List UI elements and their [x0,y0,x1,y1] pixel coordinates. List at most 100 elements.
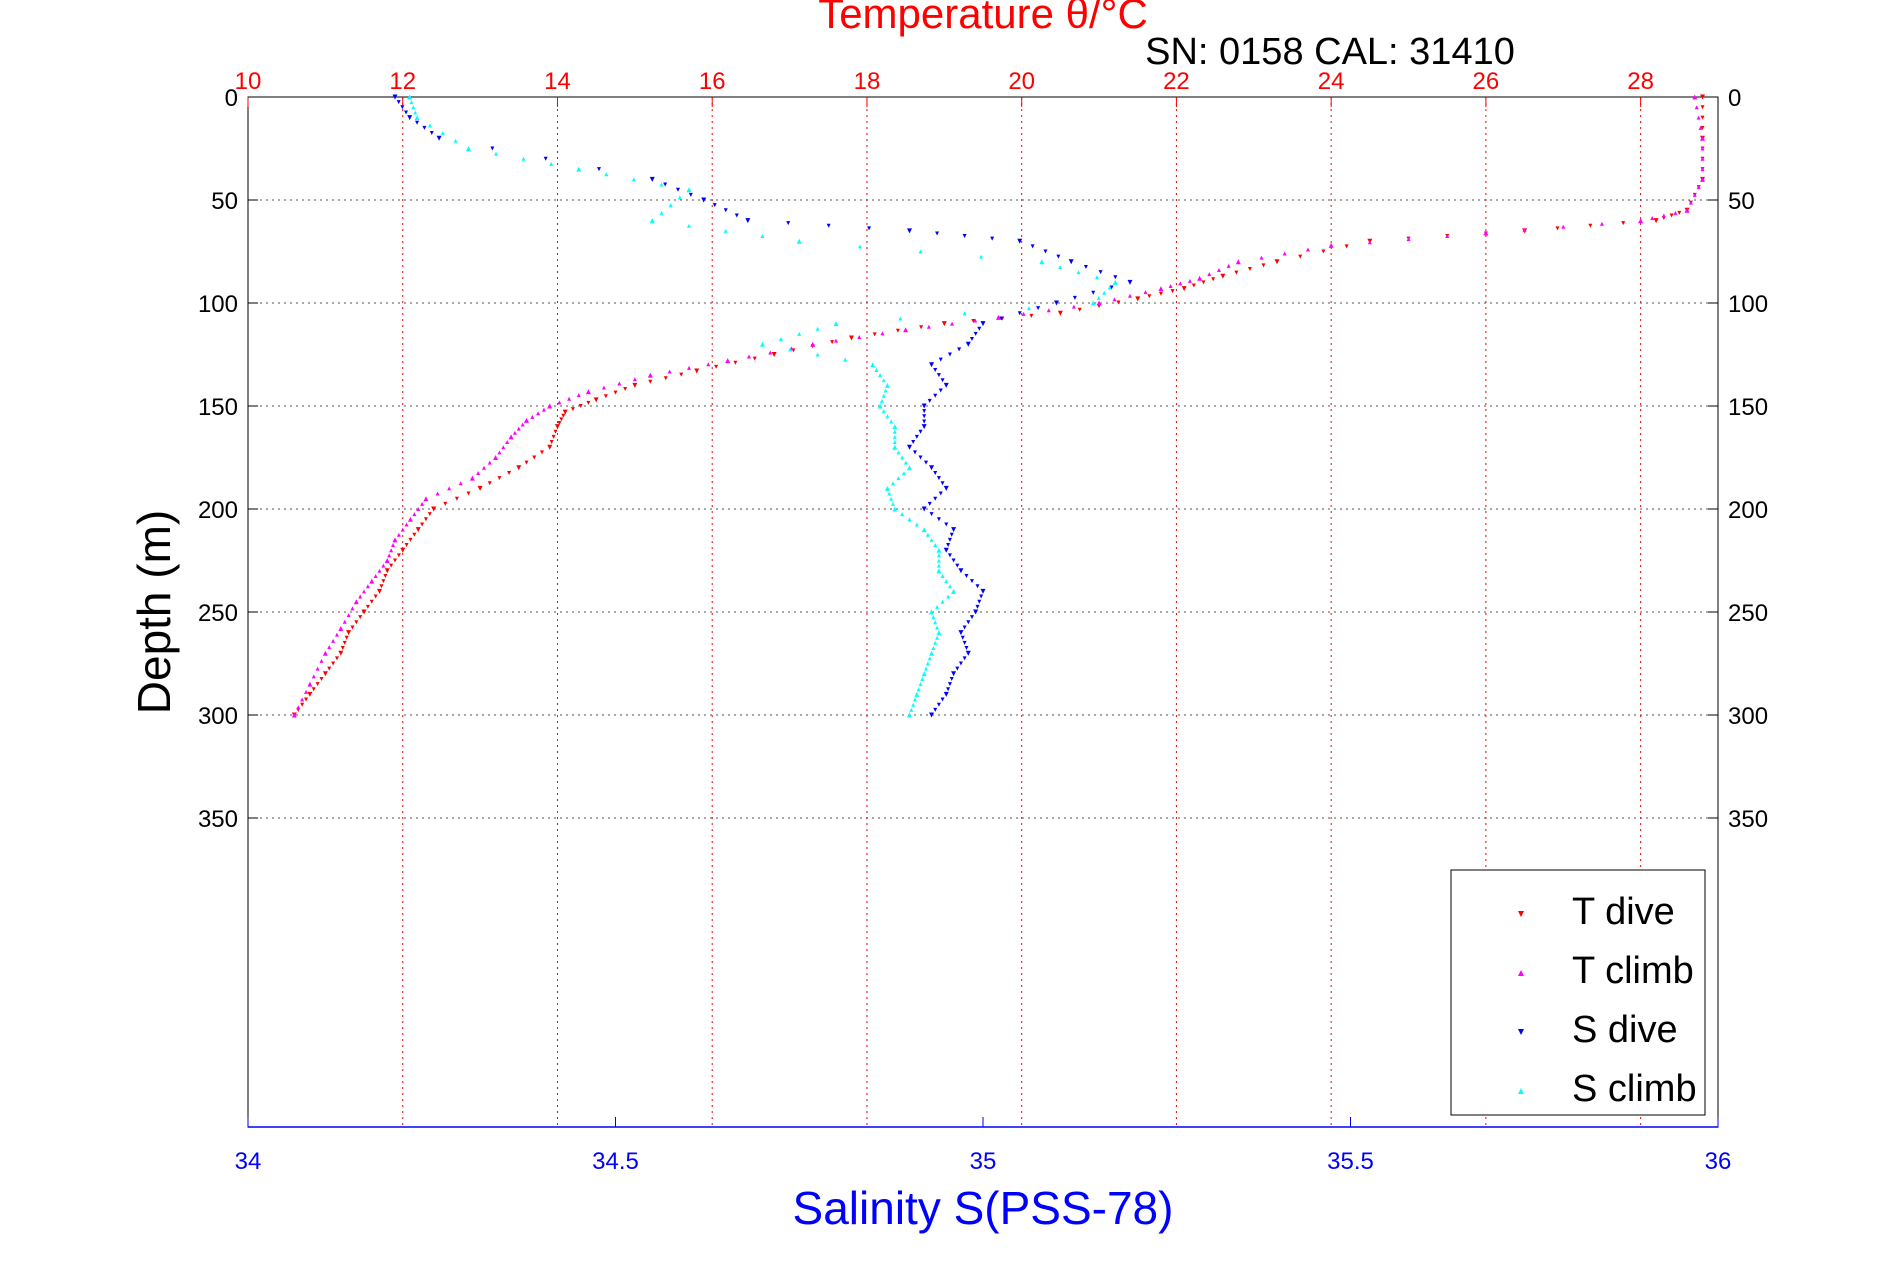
data-point [361,609,367,615]
data-point [955,666,960,671]
salinity-tick-label: 35 [970,1148,997,1175]
data-point [883,388,888,393]
data-point [1102,290,1107,295]
data-point [344,635,349,640]
data-point [946,543,951,548]
data-point [501,445,506,450]
legend-label: T climb [1572,950,1694,992]
data-point [1650,216,1655,221]
data-point [586,400,591,405]
data-point [843,357,848,362]
data-point [960,635,965,640]
data-point [834,338,838,343]
data-point [1054,300,1059,306]
data-point [973,331,978,336]
data-point [342,640,347,645]
data-point [935,625,940,630]
temperature-tick-label: 12 [389,68,416,95]
data-point [890,481,895,486]
data-point [576,393,581,398]
data-point [892,434,897,439]
data-point [304,689,309,694]
data-point [900,512,905,517]
data-point [407,115,413,121]
data-point [936,553,941,558]
data-point [493,455,499,460]
data-point [415,527,421,533]
chart-subtitle: SN: 0158 CAL: 31410 [1145,31,1515,73]
data-point [921,506,927,512]
data-point [887,491,892,496]
data-point [947,537,952,542]
data-point [1017,238,1023,244]
data-point [966,620,971,625]
data-point [551,434,556,439]
data-point [947,352,952,357]
data-point [1143,290,1148,295]
data-point [412,532,417,537]
data-point [1483,230,1489,236]
data-point [497,476,502,481]
data-point [878,373,883,378]
data-point [1094,275,1099,280]
data-point [933,496,938,501]
data-point [1029,313,1034,318]
data-point [346,613,351,618]
data-point [585,389,591,395]
data-point [1077,307,1082,312]
data-point [342,619,347,624]
data-point [760,234,765,239]
data-point [667,369,672,374]
data-point [745,218,751,224]
data-point [951,671,957,677]
data-point [810,341,816,347]
data-point [400,105,405,110]
data-point [1076,270,1081,275]
data-point [490,146,495,151]
depth-tick-label-left: 300 [198,703,238,730]
data-point [547,444,553,450]
data-point [927,398,932,403]
data-point [1112,297,1117,302]
data-point [911,702,916,707]
data-point [788,347,793,352]
data-point [423,496,429,502]
data-point [969,615,974,620]
data-point [1638,218,1644,224]
data-point [914,522,919,527]
data-point [487,481,492,486]
depth-tick-label-right: 350 [1728,806,1768,833]
data-point [1247,267,1252,272]
salinity-tick-label: 34.5 [592,1148,639,1175]
data-point [936,547,942,553]
data-point [647,372,653,378]
data-point [929,650,935,656]
data-point [1201,280,1206,285]
data-point [404,110,409,115]
data-point [946,687,951,692]
data-point [1661,213,1666,218]
data-point [933,543,938,548]
data-point [1046,308,1051,313]
temperature-tick-label: 26 [1473,68,1500,95]
data-point [423,517,428,522]
data-point [903,327,909,333]
data-point [1698,125,1703,130]
data-point [505,440,510,445]
data-point [1669,213,1674,218]
data-point [913,697,918,702]
data-point [427,512,432,517]
data-point [933,367,938,372]
legend-marker [1518,911,1524,917]
temperature-tick-label: 16 [699,68,726,95]
data-point [407,516,413,522]
data-point [687,223,691,228]
data-point [404,543,409,548]
data-point [980,321,986,327]
data-point [936,476,941,481]
data-point [381,579,386,584]
data-point [958,630,964,636]
data-point [947,553,952,558]
data-point [826,223,831,228]
data-point [549,440,554,445]
